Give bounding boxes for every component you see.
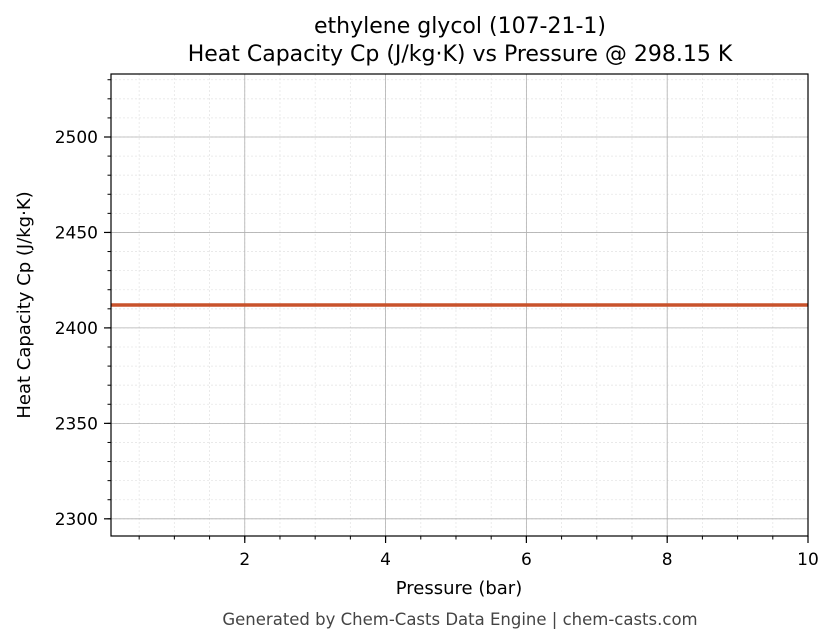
footer-credit: Generated by Chem-Casts Data Engine | ch… [222,610,697,629]
x-tick-label: 4 [380,550,391,570]
chart-subtitle: Heat Capacity Cp (J/kg·K) vs Pressure @ … [188,42,733,67]
plot-frame [110,73,809,537]
y-tick-label: 2300 [55,510,98,530]
y-tick-label: 2350 [55,414,98,434]
x-tick-label: 6 [521,550,532,570]
x-tick-label: 2 [239,550,250,570]
y-axis-label: Heat Capacity Cp (J/kg·K) [14,191,35,418]
x-axis-label: Pressure (bar) [396,578,522,599]
x-tick-label: 10 [797,550,819,570]
y-tick-label: 2500 [55,128,98,148]
y-tick-label: 2450 [55,223,98,243]
x-tick-label: 8 [662,550,673,570]
y-tick-label: 2400 [55,319,98,339]
chart-title: ethylene glycol (107-21-1) [314,14,606,39]
ticks-layer: 2 4 6 8 10 2300 2350 2400 2450 2500 [55,79,819,570]
